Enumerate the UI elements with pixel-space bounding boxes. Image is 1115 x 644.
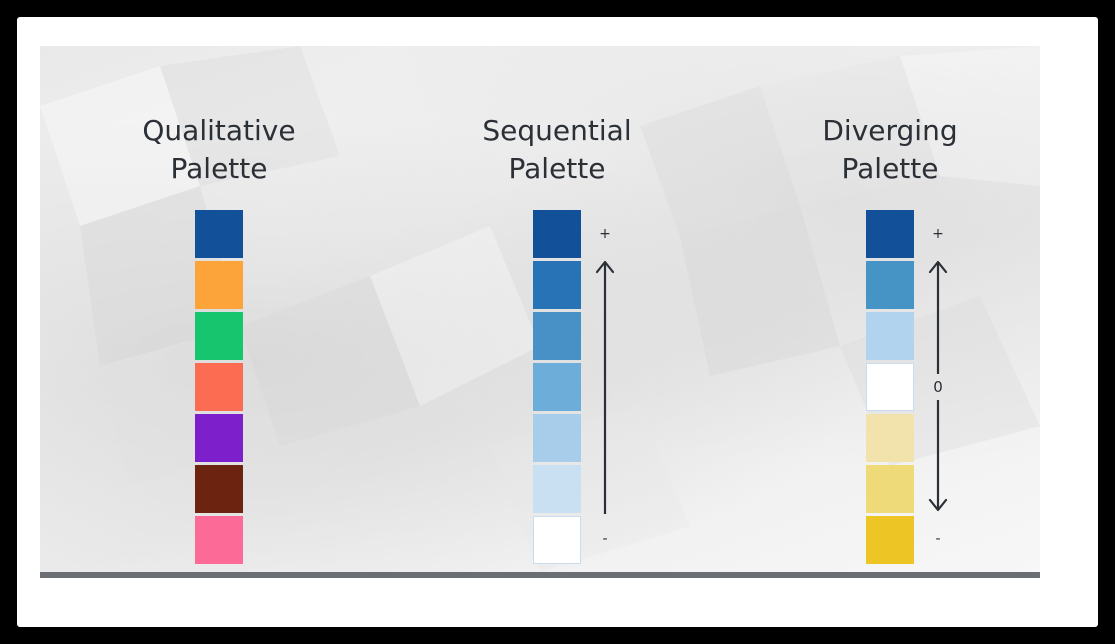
- qualitative-title-line1: Qualitative: [142, 114, 296, 147]
- sequential-swatch: [533, 516, 581, 564]
- diverging-swatch: [866, 261, 914, 309]
- qualitative-swatch: [195, 516, 243, 564]
- diverging-title-line2: Palette: [841, 152, 939, 185]
- diverging-title: Diverging Palette: [770, 112, 1010, 188]
- sequential-swatch: [533, 261, 581, 309]
- sequential-plus-marker: +: [599, 226, 611, 242]
- diverging-plus-marker: +: [932, 226, 944, 242]
- diverging-zero-marker: 0: [933, 378, 943, 396]
- diverging-swatch: [866, 312, 914, 360]
- bottom-bar: [40, 572, 1040, 578]
- qualitative-swatch: [195, 414, 243, 462]
- qualitative-swatch: [195, 363, 243, 411]
- sequential-swatch: [533, 312, 581, 360]
- sequential-swatch: [533, 210, 581, 258]
- qualitative-title-line2: Palette: [170, 152, 268, 185]
- diverging-swatch: [866, 414, 914, 462]
- diverging-swatch: [866, 363, 914, 411]
- sequential-title: Sequential Palette: [437, 112, 677, 188]
- qualitative-swatch: [195, 465, 243, 513]
- sequential-title-line2: Palette: [508, 152, 606, 185]
- diverging-swatch: [866, 516, 914, 564]
- sequential-minus-marker: -: [602, 531, 608, 547]
- diverging-minus-marker: -: [935, 531, 941, 547]
- qualitative-swatch: [195, 312, 243, 360]
- diverging-double-arrow: [928, 260, 948, 512]
- diverging-title-line1: Diverging: [822, 114, 958, 147]
- sequential-swatch: [533, 414, 581, 462]
- diverging-swatch: [866, 210, 914, 258]
- qualitative-swatch: [195, 261, 243, 309]
- sequential-up-arrow: [595, 260, 615, 514]
- diverging-swatch: [866, 465, 914, 513]
- sequential-swatch: [533, 363, 581, 411]
- sequential-swatch: [533, 465, 581, 513]
- sequential-title-line1: Sequential: [482, 114, 632, 147]
- qualitative-swatch: [195, 210, 243, 258]
- qualitative-title: Qualitative Palette: [99, 112, 339, 188]
